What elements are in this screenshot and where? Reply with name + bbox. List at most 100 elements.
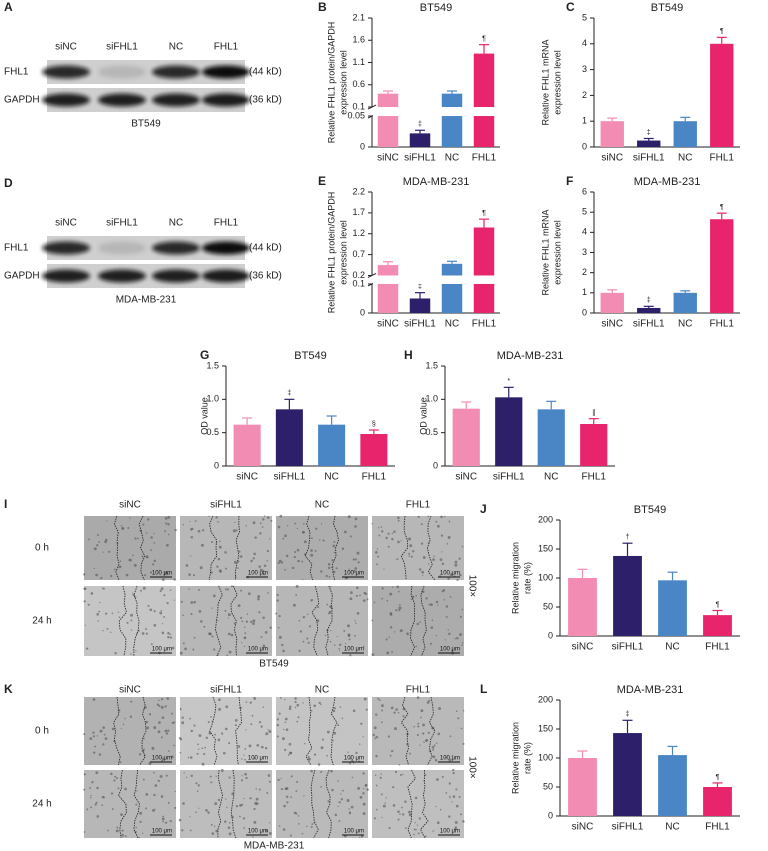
cell-dot — [428, 563, 430, 565]
cell-dot — [167, 533, 170, 536]
cell-dot — [149, 608, 153, 612]
cell-dot — [422, 574, 424, 576]
cell-dot — [141, 632, 145, 635]
cell-dot — [320, 786, 322, 788]
cell-dot — [128, 559, 130, 561]
cell-dot — [354, 558, 358, 561]
cell-dot — [420, 716, 422, 719]
cell-dot — [95, 771, 99, 775]
x-tick-label: NC — [544, 472, 558, 483]
cell-dot — [441, 551, 443, 553]
x-tick-label: siFHL1 — [633, 319, 665, 330]
cell-dot — [452, 795, 456, 798]
bar — [637, 307, 661, 313]
cell-dot — [391, 651, 394, 653]
cell-dot — [360, 835, 364, 838]
cell-dot — [462, 742, 465, 745]
cell-dot — [167, 636, 170, 639]
wound-edge — [230, 769, 237, 839]
cell-dot — [396, 558, 399, 561]
cell-dot — [245, 620, 249, 623]
cell-dot — [313, 704, 317, 708]
cell-dot — [160, 587, 164, 590]
cell-dot — [87, 603, 90, 606]
cell-dot — [408, 810, 411, 814]
bar — [441, 93, 463, 147]
x-tick-label: FHL1 — [472, 319, 497, 330]
cell-dot — [352, 709, 356, 713]
micrograph — [84, 516, 176, 580]
cell-dot — [259, 568, 263, 572]
cell-dot — [158, 699, 160, 702]
blot-band — [202, 93, 250, 107]
cell-dot — [397, 519, 400, 522]
cell-dot — [169, 636, 173, 639]
cell-dot — [119, 560, 122, 563]
cell-dot — [422, 723, 425, 727]
cell-dot — [338, 643, 342, 647]
cell-dot — [245, 525, 247, 527]
cell-dot — [266, 516, 270, 519]
cell-dot — [449, 735, 452, 738]
blot-band — [202, 241, 250, 255]
cell-dot — [401, 806, 403, 809]
scale-bar-label: 100 μm — [152, 647, 172, 653]
cell-dot — [224, 727, 228, 731]
cell-dot — [188, 588, 190, 590]
cell-dot — [189, 829, 192, 832]
cell-dot — [409, 544, 413, 548]
cell-dot — [244, 748, 247, 750]
cell-dot — [267, 774, 271, 777]
cell-dot — [286, 801, 289, 804]
cell-dot — [288, 707, 292, 710]
cell-dot — [320, 703, 322, 706]
cell-dot — [180, 738, 183, 741]
y-tick-label: 1.7 — [352, 207, 365, 217]
cell-dot — [391, 749, 394, 753]
cell-dot — [279, 697, 282, 699]
cell-dot — [389, 754, 392, 757]
y-tick-label: 0 — [433, 460, 438, 470]
cell-dot — [380, 721, 383, 724]
cell-dot — [455, 788, 458, 791]
cell-dot — [264, 631, 268, 634]
cell-dot — [153, 771, 155, 774]
cell-dot — [169, 589, 172, 591]
cell-dot — [266, 560, 268, 562]
cell-dot — [161, 716, 165, 719]
cell-dot — [83, 600, 86, 603]
cell-dot — [258, 611, 261, 614]
cell-dot — [375, 754, 378, 758]
cell-dot — [171, 721, 174, 725]
cell-dot — [198, 748, 200, 750]
cell-dot — [381, 587, 384, 590]
cell-dot — [418, 817, 421, 820]
cell-dot — [452, 771, 455, 775]
cell-dot — [160, 610, 163, 612]
cell-dot — [301, 832, 304, 835]
cell-dot — [241, 803, 244, 806]
cell-dot — [143, 748, 145, 751]
cell-dot — [159, 589, 162, 592]
cell-dot — [98, 610, 101, 613]
cell-dot — [237, 745, 241, 748]
cell-dot — [412, 550, 415, 553]
cell-dot — [422, 732, 425, 735]
cell-dot — [346, 624, 350, 628]
cell-dot — [282, 537, 285, 540]
cell-dot — [281, 737, 285, 741]
cell-dot — [440, 534, 444, 537]
cell-dot — [110, 631, 112, 633]
cell-dot — [256, 744, 260, 747]
cell-dot — [189, 520, 191, 523]
cell-dot — [310, 549, 313, 552]
cell-dot — [102, 796, 106, 799]
y-axis-label: OD value — [199, 397, 209, 435]
blot-band — [42, 93, 90, 107]
cell-dot — [444, 756, 447, 759]
cell-dot — [265, 732, 269, 736]
cell-dot — [432, 749, 435, 751]
cell-dot — [338, 801, 341, 804]
cell-dot — [385, 638, 388, 641]
